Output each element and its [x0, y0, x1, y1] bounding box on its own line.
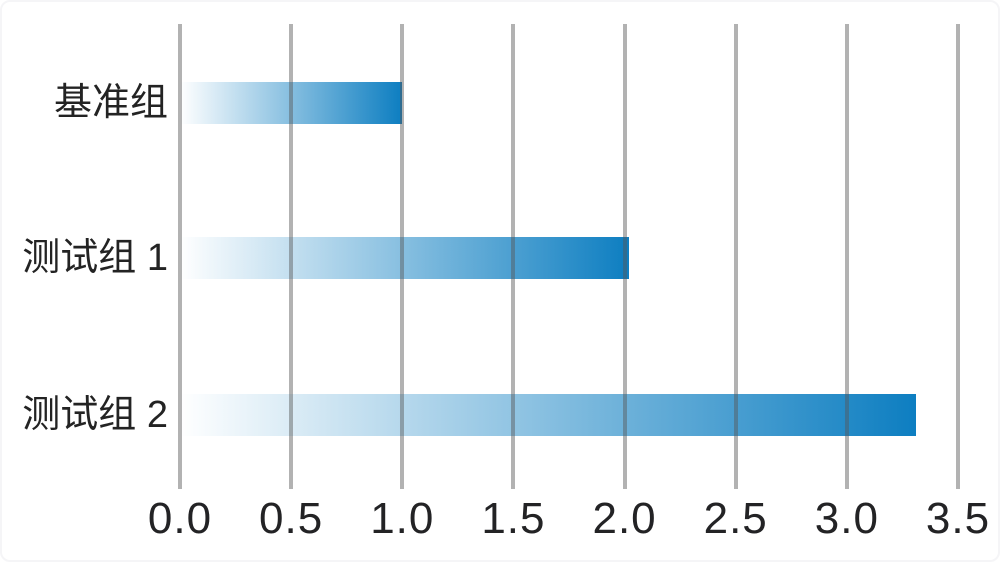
- x-tick-label: 0.5: [259, 494, 324, 543]
- gridline-2.0: [622, 24, 627, 489]
- x-tick-label: 2.5: [703, 494, 768, 543]
- gridline-2.5: [733, 24, 738, 489]
- gridline-0.0: [178, 24, 182, 489]
- gridline-0.5: [289, 24, 294, 489]
- gridline-1.5: [511, 24, 516, 489]
- x-tick-label: 1.0: [370, 494, 435, 543]
- category-label: 测试组 1: [22, 237, 168, 279]
- bar-2: [180, 237, 630, 279]
- category-label: 基准组: [53, 81, 168, 124]
- x-tick-label: 3.5: [925, 494, 991, 543]
- x-tick-label: 3.0: [814, 494, 879, 543]
- category-label: 测试组 2: [22, 394, 168, 436]
- bar-3: [180, 394, 916, 436]
- gridline-3.5: [956, 24, 960, 489]
- x-tick-label: 0.0: [147, 494, 213, 543]
- bar-1: [180, 81, 403, 124]
- gridline-3.0: [844, 24, 849, 489]
- x-tick-label: 2.0: [592, 494, 657, 543]
- x-tick-label: 1.5: [481, 494, 546, 543]
- gridline-1.0: [400, 24, 405, 489]
